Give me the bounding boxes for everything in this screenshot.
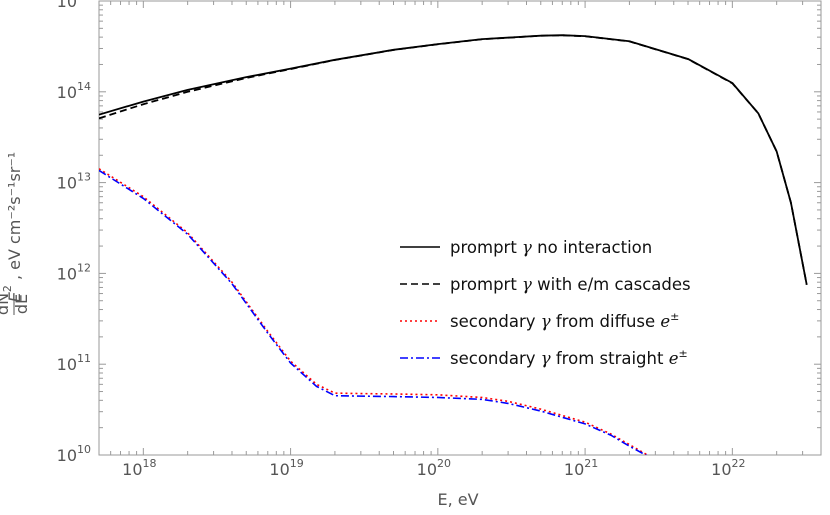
y-axis-title-prefix-exp: 2 bbox=[1, 285, 14, 292]
y-tick-label: 1013 bbox=[57, 171, 91, 193]
x-tick-label: 1022 bbox=[711, 457, 745, 479]
y-axis-frac-denominator: dE bbox=[12, 294, 31, 314]
y-axis-title-units: , eV cm⁻²s⁻¹sr⁻¹ bbox=[5, 152, 24, 280]
legend: promprt γ no interaction promprt γ with e… bbox=[400, 238, 691, 368]
x-tick-label: 1019 bbox=[269, 457, 303, 479]
y-axis-ticks: 1010 1011 1012 1013 1014 1015 bbox=[57, 0, 821, 465]
x-axis-title: E, eV bbox=[437, 490, 478, 509]
series-line-4 bbox=[99, 169, 648, 455]
x-axis-ticks: 1018 1019 1020 1021 1022 bbox=[98, 1, 822, 479]
x-tick-label: 1020 bbox=[417, 457, 451, 479]
legend-label-3: secondary γ from diffuse e± bbox=[450, 310, 679, 331]
series-line-3 bbox=[99, 168, 650, 455]
x-tick-label: 1018 bbox=[122, 457, 156, 479]
legend-label-2: promprt γ with e/m cascades bbox=[450, 275, 691, 294]
svg-text:E2 , eV cm⁻²s⁻¹sr⁻¹: E2 , eV cm⁻²s⁻¹sr⁻¹ bbox=[1, 152, 24, 302]
y-axis-frac-numerator: dN bbox=[0, 293, 12, 315]
series-line-1 bbox=[99, 34, 808, 285]
x-tick-label: 1021 bbox=[564, 457, 598, 479]
legend-label-4: secondary γ from straight e± bbox=[450, 347, 688, 368]
series-group bbox=[99, 34, 808, 455]
y-axis-fraction: dN dE bbox=[0, 293, 31, 315]
legend-label-1: promprt γ no interaction bbox=[450, 238, 652, 257]
y-tick-label: 1010 bbox=[57, 443, 91, 465]
plot-frame bbox=[98, 0, 822, 456]
y-tick-label: 1012 bbox=[57, 261, 91, 283]
y-axis-title: E2 , eV cm⁻²s⁻¹sr⁻¹ bbox=[1, 152, 24, 302]
y-tick-label: 1014 bbox=[57, 80, 91, 102]
y-tick-label: 1011 bbox=[57, 352, 91, 374]
y-tick-label: 1015 bbox=[57, 0, 91, 11]
